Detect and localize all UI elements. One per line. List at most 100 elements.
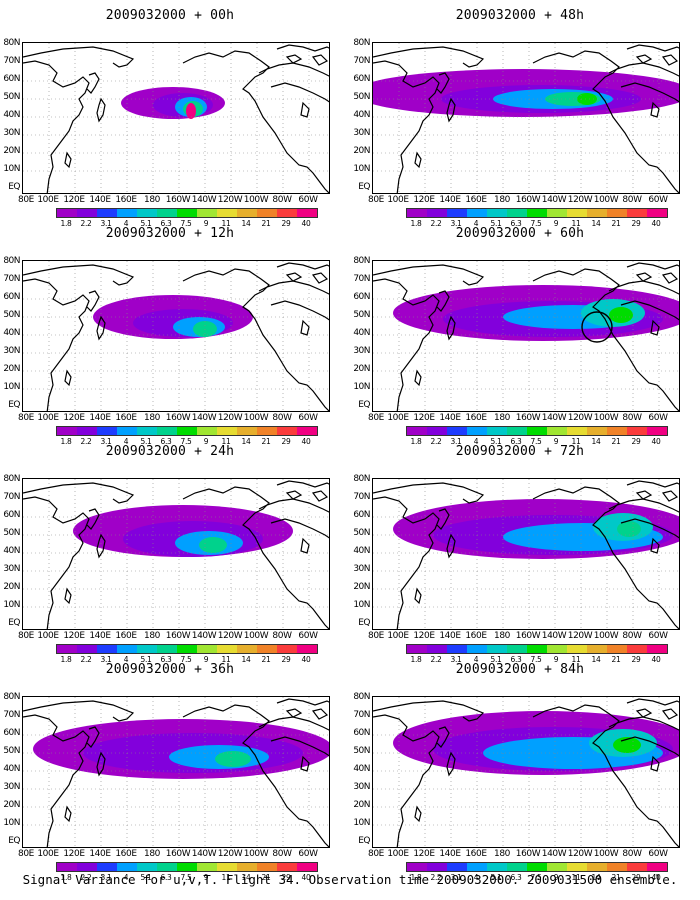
coastline [96, 97, 106, 123]
coastline [436, 508, 450, 530]
colorbar-swatch [157, 427, 177, 435]
colorbar-label: 7.5 [180, 437, 192, 446]
coastline [311, 490, 329, 502]
lon-tick-label: 160W [165, 631, 191, 641]
lon-tick-label: 100W [593, 413, 619, 423]
colorbar-swatch [567, 863, 587, 871]
coastline [96, 315, 106, 341]
colorbar-swatch [257, 863, 277, 871]
coastline [446, 97, 456, 123]
colorbar-label: 2.2 [430, 873, 442, 882]
colorbar-swatch [177, 863, 197, 871]
colorbar-label: 9 [553, 655, 559, 664]
colorbar-label: 29 [631, 873, 641, 882]
colorbar-swatch [177, 645, 197, 653]
colorbar-swatch [587, 209, 607, 217]
lon-tick-label: 60W [648, 849, 668, 859]
colorbar-swatch [427, 645, 447, 653]
colorbar-swatch [427, 863, 447, 871]
lon-tick-label: 120E [63, 631, 85, 641]
lat-tick-label: 10N [353, 600, 370, 610]
panel-title: 2009032000 + 24h [105, 444, 235, 459]
coastline [23, 714, 90, 847]
lat-tick-label: 20N [353, 146, 370, 156]
lat-tick-label: 50N [353, 92, 370, 102]
lat-tick-label: 20N [3, 146, 20, 156]
lat-tick-label: 70N [3, 710, 20, 720]
colorbar [56, 862, 318, 872]
lon-tick-label: 160E [465, 195, 487, 205]
colorbar-swatch [507, 863, 527, 871]
coastline [182, 268, 329, 411]
lat-tick-label: 50N [3, 310, 20, 320]
colorbar-label: 4 [473, 873, 479, 882]
lon-tick-label: 80W [622, 195, 642, 205]
colorbar-label: 21 [611, 873, 621, 882]
colorbar-label: 9 [203, 219, 209, 228]
lon-tick-label: 160E [465, 413, 487, 423]
panel-title: 2009032000 + 36h [105, 662, 235, 677]
colorbar-label: 9 [203, 437, 209, 446]
colorbar-swatch [97, 645, 117, 653]
colorbar-swatch [527, 645, 547, 653]
coastline [661, 490, 679, 502]
colorbar-swatch [567, 645, 587, 653]
forecast-panel: 2009032000 + 84h 80N 70N 60N 50N 40N 30N 20N 10N… [350, 654, 690, 882]
colorbar-swatch [97, 863, 117, 871]
colorbar-swatch [57, 863, 77, 871]
colorbar-swatch [157, 863, 177, 871]
colorbar-swatch [77, 427, 97, 435]
lat-tick-label: EQ [358, 836, 370, 846]
colorbar-swatch [447, 427, 467, 435]
lon-tick-label: 60W [648, 631, 668, 641]
lon-tick-label: 160W [515, 195, 541, 205]
coastline [96, 751, 106, 777]
panel-title: 2009032000 + 12h [105, 226, 235, 241]
lon-tick-label: 160E [465, 631, 487, 641]
colorbar-label: 14 [241, 873, 251, 882]
coastline [86, 72, 100, 94]
colorbar-swatch [157, 645, 177, 653]
colorbar-label: 2.2 [80, 437, 92, 446]
variance-contour-fill [215, 751, 251, 767]
lon-tick-label: 160W [515, 849, 541, 859]
lon-tick-label: 100W [243, 849, 269, 859]
map-svg [23, 261, 329, 411]
map-plot [22, 42, 330, 194]
lon-tick-label: 80E [18, 849, 34, 859]
colorbar-swatch [217, 427, 237, 435]
colorbar-swatch [487, 209, 507, 217]
colorbar-swatch [137, 645, 157, 653]
lon-tick-label: 120E [413, 413, 435, 423]
lat-tick-label: 70N [3, 56, 20, 66]
lon-tick-label: 80E [368, 413, 384, 423]
colorbar-swatch [467, 209, 487, 217]
lon-tick-label: 60W [298, 631, 318, 641]
lon-tick-label: 120W [217, 631, 243, 641]
colorbar-label: 2.2 [80, 219, 92, 228]
observation-circle [581, 311, 613, 343]
colorbar-swatch [587, 645, 607, 653]
coastline [414, 369, 422, 387]
lon-tick-label: 60W [298, 413, 318, 423]
lon-tick-label: 140W [541, 195, 567, 205]
coastline [532, 486, 679, 629]
lon-tick-label: 160W [165, 195, 191, 205]
lat-tick-label: 60N [353, 292, 370, 302]
coastline [270, 518, 329, 539]
lon-tick-label: 60W [648, 195, 668, 205]
colorbar-label: 5.1 [490, 437, 502, 446]
lat-tick-label: EQ [8, 400, 20, 410]
lat-tick-label: 30N [3, 564, 20, 574]
coastline [270, 300, 329, 321]
colorbar-swatch [527, 427, 547, 435]
colorbar-swatch [197, 427, 217, 435]
colorbar-swatch [407, 645, 427, 653]
colorbar-label: 21 [611, 219, 621, 228]
colorbar-swatch [217, 645, 237, 653]
variance-contour-fill [199, 537, 227, 553]
colorbar-swatch [507, 209, 527, 217]
lat-tick-label: EQ [358, 400, 370, 410]
figure-caption: Signal Variance for u,v,T. Flight 34. Ob… [22, 872, 678, 887]
lat-tick-label: 40N [3, 546, 20, 556]
